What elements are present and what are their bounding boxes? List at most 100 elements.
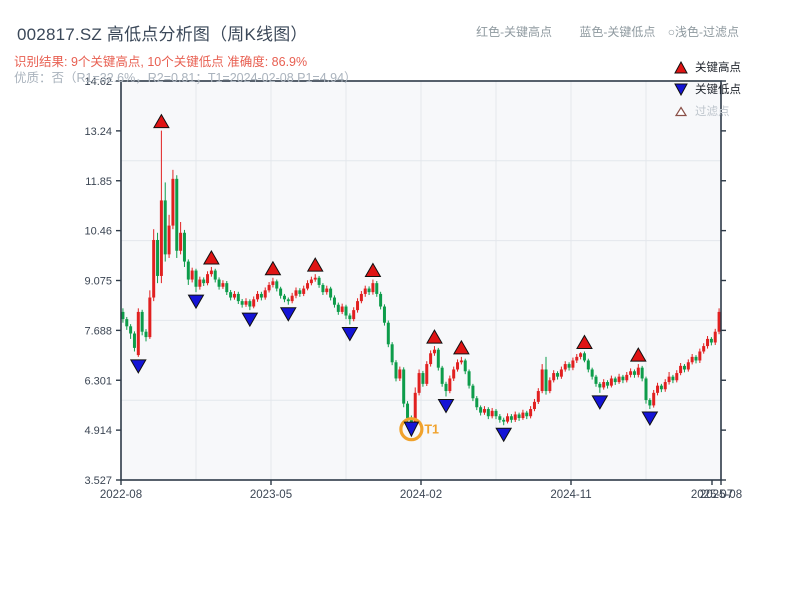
candle xyxy=(606,382,610,386)
candle xyxy=(552,373,556,381)
y-tick-label: 3.527 xyxy=(84,475,112,487)
candle xyxy=(482,409,486,413)
recognition-result: 识别结果: 9个关键高点, 10个关键低点 准确度: 86.9% xyxy=(14,55,308,69)
candle xyxy=(598,383,602,388)
candle xyxy=(167,225,171,255)
candle xyxy=(409,418,413,424)
candle xyxy=(682,365,686,370)
candle xyxy=(567,364,571,368)
key-low-marker xyxy=(129,359,147,374)
candle xyxy=(125,319,129,327)
candle xyxy=(532,401,536,410)
candle xyxy=(329,288,333,298)
gridlines xyxy=(121,81,721,480)
candle xyxy=(252,299,256,307)
candle xyxy=(344,306,348,316)
key-high-marker xyxy=(576,334,593,349)
candle xyxy=(402,369,406,404)
y-tick-label: 6.301 xyxy=(84,375,112,387)
candle xyxy=(506,416,510,422)
key-point-markers: T1 xyxy=(129,113,659,443)
candle xyxy=(556,373,560,377)
candle xyxy=(444,383,448,392)
candle xyxy=(359,293,363,302)
legend-label: 过滤点 xyxy=(695,106,730,118)
key-high-marker xyxy=(453,339,470,355)
candle xyxy=(156,239,160,276)
candle xyxy=(348,315,352,320)
candle xyxy=(644,378,648,401)
y-tick-label: 14.62 xyxy=(84,76,112,88)
candle xyxy=(525,412,529,417)
candle xyxy=(390,344,394,363)
key-high-marker xyxy=(426,329,443,344)
candle xyxy=(417,373,421,393)
candle xyxy=(479,407,483,413)
x-tick-label: 2025-08 xyxy=(700,489,742,501)
y-tick-label: 7.688 xyxy=(84,325,112,337)
candle xyxy=(625,374,629,381)
y-tick-label: 4.914 xyxy=(84,425,112,437)
candle xyxy=(540,369,544,392)
y-axis: 14.62 13.24 11.85 10.46 9.075 7.688 6.301 4.914… xyxy=(84,76,726,487)
candle xyxy=(209,270,213,275)
candle xyxy=(709,338,713,343)
candle xyxy=(298,290,302,294)
t1-highlight-ring xyxy=(399,417,424,442)
candle xyxy=(159,200,163,276)
candle xyxy=(232,293,236,298)
candle xyxy=(309,279,313,284)
candles xyxy=(121,130,721,427)
candle xyxy=(675,373,679,381)
chart-legend: 关键高点 关键低点 过滤点 xyxy=(674,60,741,118)
candle xyxy=(575,356,579,361)
key-high-marker xyxy=(306,257,324,272)
candle xyxy=(421,373,425,384)
candle xyxy=(706,338,710,347)
candle xyxy=(498,416,502,420)
y-tick-label: 10.46 xyxy=(84,226,112,238)
candle xyxy=(629,371,633,375)
candle xyxy=(636,367,640,375)
candle xyxy=(717,311,721,332)
candle xyxy=(690,356,694,363)
candle xyxy=(517,414,521,419)
candle xyxy=(332,297,336,305)
candle xyxy=(279,288,283,296)
candle xyxy=(121,311,125,320)
candle xyxy=(406,403,410,419)
candle xyxy=(459,360,463,363)
candle xyxy=(163,200,167,255)
key-low-marker xyxy=(591,395,609,410)
candle xyxy=(475,398,479,408)
candle xyxy=(179,232,183,251)
candle xyxy=(336,304,340,312)
candle xyxy=(175,178,179,251)
candle xyxy=(267,284,271,291)
candle xyxy=(659,385,663,390)
candle xyxy=(429,353,433,365)
candle xyxy=(667,376,671,383)
candle xyxy=(198,279,202,287)
candle xyxy=(286,299,290,302)
candle xyxy=(521,412,525,419)
candle xyxy=(617,376,621,383)
x-tick-label: 2024-02 xyxy=(400,489,442,501)
candle xyxy=(256,293,260,300)
candle xyxy=(698,351,702,361)
candle xyxy=(229,292,233,298)
key-low-marker xyxy=(403,421,420,438)
candle xyxy=(471,385,475,399)
candle xyxy=(186,261,190,280)
key-low-marker xyxy=(241,312,259,328)
y-tick-label: 11.85 xyxy=(85,176,112,188)
candle xyxy=(440,367,444,384)
candle xyxy=(132,333,136,348)
legend-item-key-low: 关键低点 xyxy=(674,82,741,96)
candle xyxy=(202,279,206,284)
candle xyxy=(217,279,221,287)
candle xyxy=(436,349,440,368)
key-low-marker xyxy=(341,327,359,342)
candle xyxy=(621,376,625,381)
candle xyxy=(694,356,698,361)
